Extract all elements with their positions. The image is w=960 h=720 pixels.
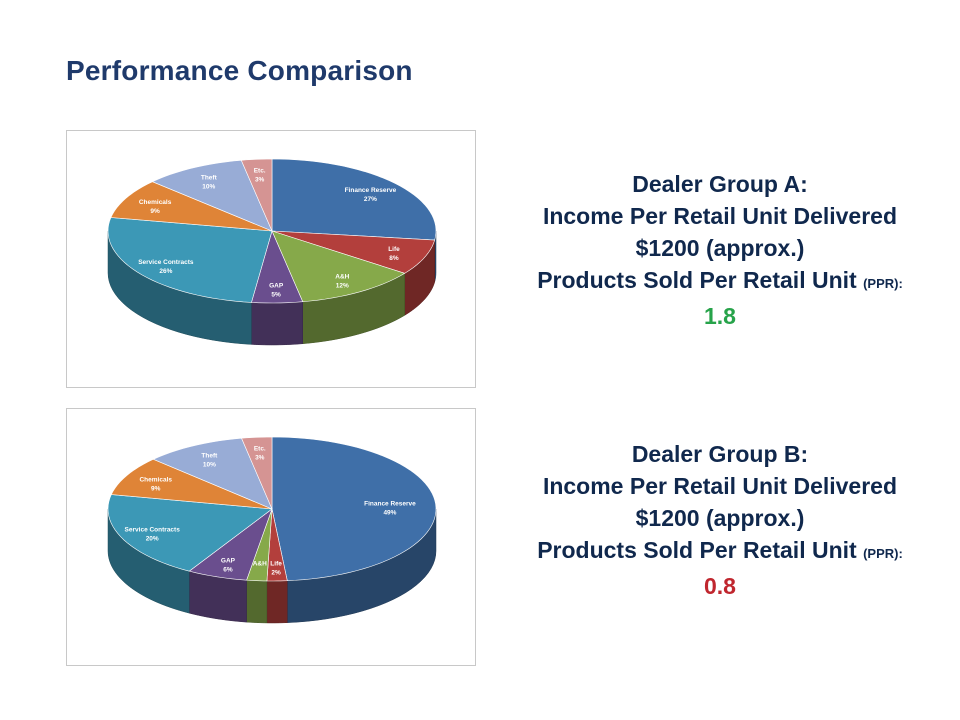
group-a-income-label: Income Per Retail Unit Delivered bbox=[542, 203, 898, 229]
pie-b-label-theft: Theft bbox=[201, 452, 218, 459]
pie-chart-group-b: Finance Reserve 49% Life 2% A&H GAP 6% Service … bbox=[66, 408, 476, 666]
pie-a-label-finance-reserve: Finance Reserve bbox=[345, 187, 397, 194]
group-a-ppr-line: Products Sold Per Retail Unit (PPR): bbox=[490, 264, 950, 300]
pie-b-value-theft: 10% bbox=[203, 461, 216, 468]
group-b-ppr-value: 0.8 bbox=[704, 573, 736, 599]
pie-a-label-theft: Theft bbox=[201, 175, 218, 182]
pie-a-slice-etc bbox=[240, 158, 273, 232]
pie-a-label-aandh: A&H bbox=[335, 274, 349, 281]
pie-chart-svg-b: Finance Reserve 49% Life 2% A&H GAP 6% Service … bbox=[107, 436, 437, 624]
pie-b-slice-life bbox=[266, 508, 288, 582]
page-title: Performance Comparison bbox=[66, 55, 413, 86]
group-b-heading: Dealer Group B: bbox=[631, 441, 809, 467]
group-a-ppr-value: 1.8 bbox=[704, 303, 736, 329]
group-a-ppr-label: Products Sold Per Retail Unit bbox=[537, 267, 857, 293]
group-b-ppr-label: Products Sold Per Retail Unit bbox=[537, 537, 857, 563]
pie-a-value-service-contracts: 26% bbox=[159, 268, 172, 275]
pie-b-label-service-contracts: Service Contracts bbox=[125, 526, 181, 533]
pie-b-value-service-contracts: 20% bbox=[146, 535, 159, 542]
group-b-summary: Dealer Group B: Income Per Retail Unit D… bbox=[490, 438, 950, 602]
group-a-income-value: $1200 (approx.) bbox=[635, 235, 805, 261]
pie-a-slice-finance-reserve bbox=[271, 158, 437, 241]
pie-b-slice-theft bbox=[152, 437, 273, 510]
pie-b-slice-finance-reserve bbox=[271, 436, 437, 581]
pie-a-value-theft: 10% bbox=[202, 184, 215, 191]
pie-a-slice-service-contracts bbox=[107, 217, 273, 303]
pie-b-slice-service-contracts bbox=[107, 494, 273, 572]
pie-a-labels: Finance Reserve 27% Life 8% A&H 12% GAP 5% Servi… bbox=[138, 168, 400, 299]
pie-b-label-aandh: A&H bbox=[253, 560, 267, 567]
pie-b-value-gap: 6% bbox=[223, 566, 233, 573]
pie-a-side-gap bbox=[251, 301, 303, 346]
pie-a-value-gap: 5% bbox=[271, 292, 281, 299]
pie-chart-group-a: Finance Reserve 27% Life 8% A&H 12% GAP 5% Servi… bbox=[66, 130, 476, 388]
pie-a-side-walls bbox=[107, 230, 437, 346]
group-b-ppr-line: Products Sold Per Retail Unit (PPR): bbox=[490, 534, 950, 570]
group-a-summary: Dealer Group A: Income Per Retail Unit D… bbox=[490, 168, 950, 332]
pie-a-value-finance-reserve: 27% bbox=[364, 196, 377, 203]
pie-a-label-chemicals: Chemicals bbox=[139, 199, 172, 206]
pie-a-value-etc: 3% bbox=[255, 177, 265, 184]
group-b-income-value: $1200 (approx.) bbox=[635, 505, 805, 531]
pie-b-slice-etc bbox=[241, 436, 273, 510]
pie-b-slice-chemicals bbox=[110, 458, 273, 510]
pie-b-label-life: Life bbox=[270, 561, 282, 568]
pie-b-value-finance-reserve: 49% bbox=[383, 510, 396, 517]
pie-a-label-life: Life bbox=[388, 246, 400, 253]
pie-b-top-faces bbox=[107, 436, 437, 582]
pie-a-label-etc: Etc. bbox=[254, 168, 266, 175]
pie-b-value-life: 2% bbox=[271, 570, 281, 577]
pie-a-slice-chemicals bbox=[110, 181, 273, 232]
pie-a-label-service-contracts: Service Contracts bbox=[138, 259, 194, 266]
pie-b-slice-gap bbox=[188, 508, 273, 581]
group-b-ppr-abbrev: (PPR): bbox=[863, 546, 903, 561]
pie-b-label-etc: Etc. bbox=[254, 446, 266, 453]
pie-b-side-life bbox=[266, 580, 288, 624]
pie-b-label-gap: GAP bbox=[221, 557, 236, 564]
pie-a-top-faces bbox=[107, 158, 437, 304]
pie-a-label-gap: GAP bbox=[269, 283, 284, 290]
pie-a-value-life: 8% bbox=[389, 255, 399, 262]
pie-chart-svg-a: Finance Reserve 27% Life 8% A&H 12% GAP 5% Servi… bbox=[107, 158, 437, 346]
pie-b-value-chemicals: 9% bbox=[151, 485, 161, 492]
pie-a-slice-gap bbox=[251, 230, 304, 304]
pie-b-labels: Finance Reserve 49% Life 2% A&H GAP 6% Service … bbox=[125, 446, 417, 577]
pie-b-label-finance-reserve: Finance Reserve bbox=[364, 501, 416, 508]
pie-b-side-aandh bbox=[246, 579, 268, 624]
pie-b-label-chemicals: Chemicals bbox=[139, 476, 172, 483]
pie-a-slice-aandh bbox=[271, 230, 406, 303]
group-a-heading: Dealer Group A: bbox=[632, 171, 808, 197]
group-a-ppr-abbrev: (PPR): bbox=[863, 276, 903, 291]
pie-a-value-aandh: 12% bbox=[336, 283, 349, 290]
pie-a-slice-life bbox=[271, 230, 436, 274]
pie-a-value-chemicals: 9% bbox=[150, 208, 160, 215]
pie-b-value-etc: 3% bbox=[255, 455, 265, 462]
pie-a-slice-theft bbox=[151, 159, 273, 232]
group-b-income-label: Income Per Retail Unit Delivered bbox=[542, 473, 898, 499]
